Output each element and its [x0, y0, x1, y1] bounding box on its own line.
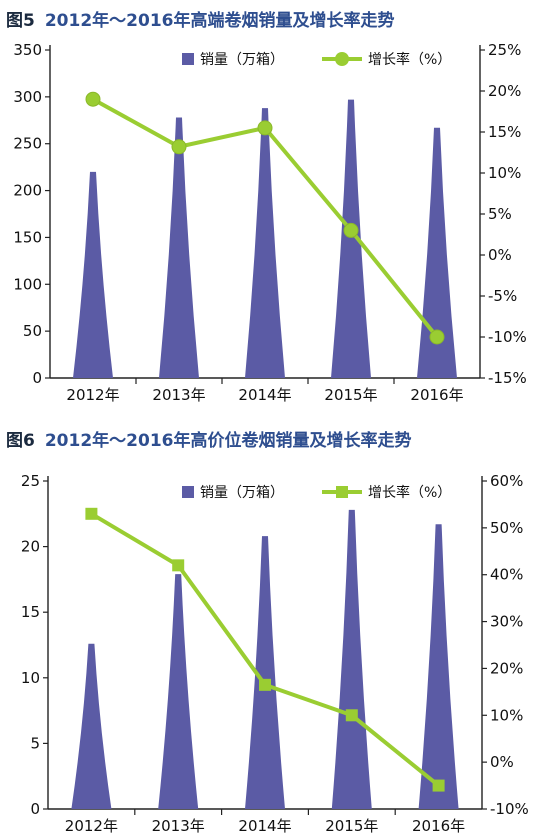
x-tick-label: 2012年: [65, 817, 118, 835]
chart-title-1: 图5 2012年～2016年高端卷烟销量及增长率走势: [6, 6, 394, 31]
line-point: [257, 120, 273, 136]
y-tick-label: 50: [23, 322, 42, 340]
y-tick-label: 10: [21, 669, 40, 687]
chart-panel-1: 图5 2012年～2016年高端卷烟销量及增长率走势 0 50 100 150 200 25…: [6, 6, 527, 404]
line-point: [432, 779, 445, 792]
y2-tick-label: 40%: [490, 566, 523, 584]
line-point: [343, 222, 359, 238]
y-tick-label: 0: [30, 800, 40, 818]
x-tick-label: 2014年: [238, 817, 291, 835]
y-tick-label: 150: [13, 228, 42, 246]
y2-tick-label: -15%: [488, 369, 527, 387]
bar: [417, 127, 457, 378]
y-tick-label: 300: [13, 88, 42, 106]
x-tick-label: 2015年: [324, 386, 377, 404]
x-tick-label: 2016年: [410, 386, 463, 404]
y-tick-label: 5: [30, 734, 40, 752]
x-tick-label: 2016年: [412, 817, 465, 835]
y2-tick-label: 30%: [490, 613, 523, 631]
y-tick-label: 250: [13, 135, 42, 153]
chart-2: 0 5 10 15 20 25 -10% 0% 10% 20% 30% 40% 50% 60% 2012年 2…: [21, 472, 529, 835]
y2-tick-label: 50%: [490, 519, 523, 537]
bar: [159, 117, 199, 378]
y2-tick-label: 25%: [488, 41, 521, 59]
y2-tick-label: 10%: [488, 164, 521, 182]
figure-label-1: 图5: [6, 11, 35, 31]
legend-line-marker: [336, 486, 348, 498]
legend-bar-label: 销量（万箱）: [200, 52, 284, 68]
y2-tick-label: 15%: [488, 123, 521, 141]
line-point: [345, 709, 358, 722]
y-tick-label: 15: [21, 603, 40, 621]
x-tick-label: 2014年: [238, 386, 291, 404]
y2-tick-label: 20%: [490, 659, 523, 677]
y-tick-label: 0: [32, 369, 42, 387]
legend-line-label: 增长率（%）: [368, 51, 451, 68]
x-tick-label: 2012年: [66, 386, 119, 404]
y2-tick-label: 0%: [488, 246, 512, 264]
y2-tick-label: 20%: [488, 82, 521, 100]
chart-title-text-2: 2012年～2016年高价位卷烟销量及增长率走势: [44, 431, 412, 451]
chart-title-text-1: 2012年～2016年高端卷烟销量及增长率走势: [44, 11, 395, 31]
y-tick-label: 100: [13, 275, 42, 293]
bar: [245, 536, 285, 809]
y2-tick-label: -5%: [488, 287, 517, 305]
bar: [331, 509, 372, 809]
line-point: [429, 329, 445, 345]
y-tick-label: 350: [13, 41, 42, 59]
x-tick-label: 2013年: [152, 386, 205, 404]
line-point: [259, 678, 271, 691]
legend-bar-label: 销量（万箱）: [200, 485, 284, 501]
y2-tick-label: 0%: [490, 753, 514, 771]
line-point: [172, 559, 185, 572]
x-tick-label: 2013年: [152, 817, 205, 835]
legend-bar-swatch: [182, 53, 194, 65]
legend-bar-swatch: [182, 486, 194, 498]
y-tick-label: 25: [21, 472, 40, 490]
chart-panel-2: 图6 2012年～2016年高价位卷烟销量及增长率走势 0 5 10 15 20 25 -10…: [0, 420, 550, 840]
y-tick-label: 200: [13, 182, 42, 200]
chart-title-2: 图6 2012年～2016年高价位卷烟销量及增长率走势: [6, 426, 411, 451]
legend-line-marker: [335, 52, 349, 66]
y-tick-label: 20: [21, 538, 40, 556]
x-tick-label: 2015年: [325, 817, 378, 835]
line-point: [85, 507, 98, 520]
y2-tick-label: -10%: [490, 800, 529, 818]
bar: [418, 524, 459, 809]
y2-tick-label: 10%: [490, 706, 523, 724]
bar: [158, 574, 199, 809]
bar: [73, 171, 113, 378]
line-point: [171, 139, 187, 155]
y2-tick-label: -10%: [488, 328, 527, 346]
chart-1: 0 50 100 150 200 250 300 350 -15% -10% -5% 0% 5% 10% 1…: [13, 41, 527, 404]
line-point: [85, 91, 101, 107]
bar: [331, 99, 371, 378]
legend-line-label: 增长率（%）: [368, 484, 451, 501]
y2-tick-label: 5%: [488, 205, 512, 223]
bar: [245, 108, 285, 379]
y2-tick-label: 60%: [490, 472, 523, 490]
figure-label-2: 图6: [6, 431, 35, 451]
bar: [71, 643, 112, 809]
